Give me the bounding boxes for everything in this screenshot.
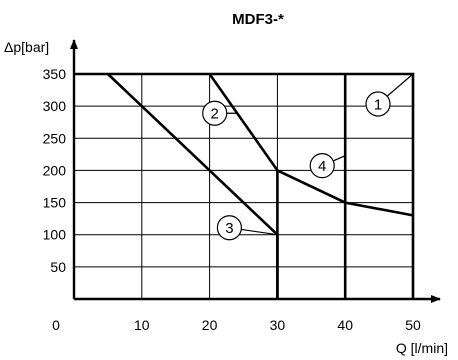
- grid: [74, 74, 413, 299]
- y-tick-label: 300: [43, 98, 67, 114]
- tick-labels: 0 10 20 30 40 50 50 100 150 200 250 300 350: [43, 66, 421, 333]
- callout-circle: [309, 153, 335, 179]
- callout-circle: [365, 91, 391, 117]
- curve-3: [107, 73, 279, 299]
- callout-circle: [202, 100, 228, 126]
- x-tick-label: 0: [52, 317, 60, 333]
- x-tick-label: 30: [270, 317, 286, 333]
- callouts: 1 2 3 4: [202, 73, 414, 241]
- x-tick-label: 10: [134, 317, 150, 333]
- callout-label: 3: [225, 220, 233, 237]
- y-tick-label: 200: [43, 162, 67, 178]
- callout-circle: [216, 215, 242, 241]
- x-tick-label: 50: [405, 317, 421, 333]
- chart-title: MDF3-*: [232, 11, 284, 28]
- callout-1: 1: [365, 73, 414, 117]
- y-tick-label: 350: [43, 66, 67, 82]
- callout-2: 2: [202, 100, 237, 126]
- y-tick-label: 50: [50, 259, 66, 275]
- y-tick-label: 100: [43, 227, 67, 243]
- y-axis-label: Δp[bar]: [4, 39, 49, 55]
- x-tick-label: 40: [337, 317, 353, 333]
- callout-4: 4: [309, 153, 346, 179]
- axes: [70, 39, 441, 303]
- y-tick-label: 250: [43, 130, 67, 146]
- curves: [74, 72, 415, 299]
- callout-label: 4: [318, 158, 326, 175]
- curve-1: [74, 72, 415, 299]
- x-axis-label: Q [l/min]: [396, 340, 448, 356]
- x-tick-label: 20: [202, 317, 218, 333]
- callout-label: 2: [211, 106, 219, 123]
- y-tick-label: 150: [43, 195, 67, 211]
- callout-label: 1: [374, 97, 382, 114]
- callout-3: 3: [216, 215, 278, 241]
